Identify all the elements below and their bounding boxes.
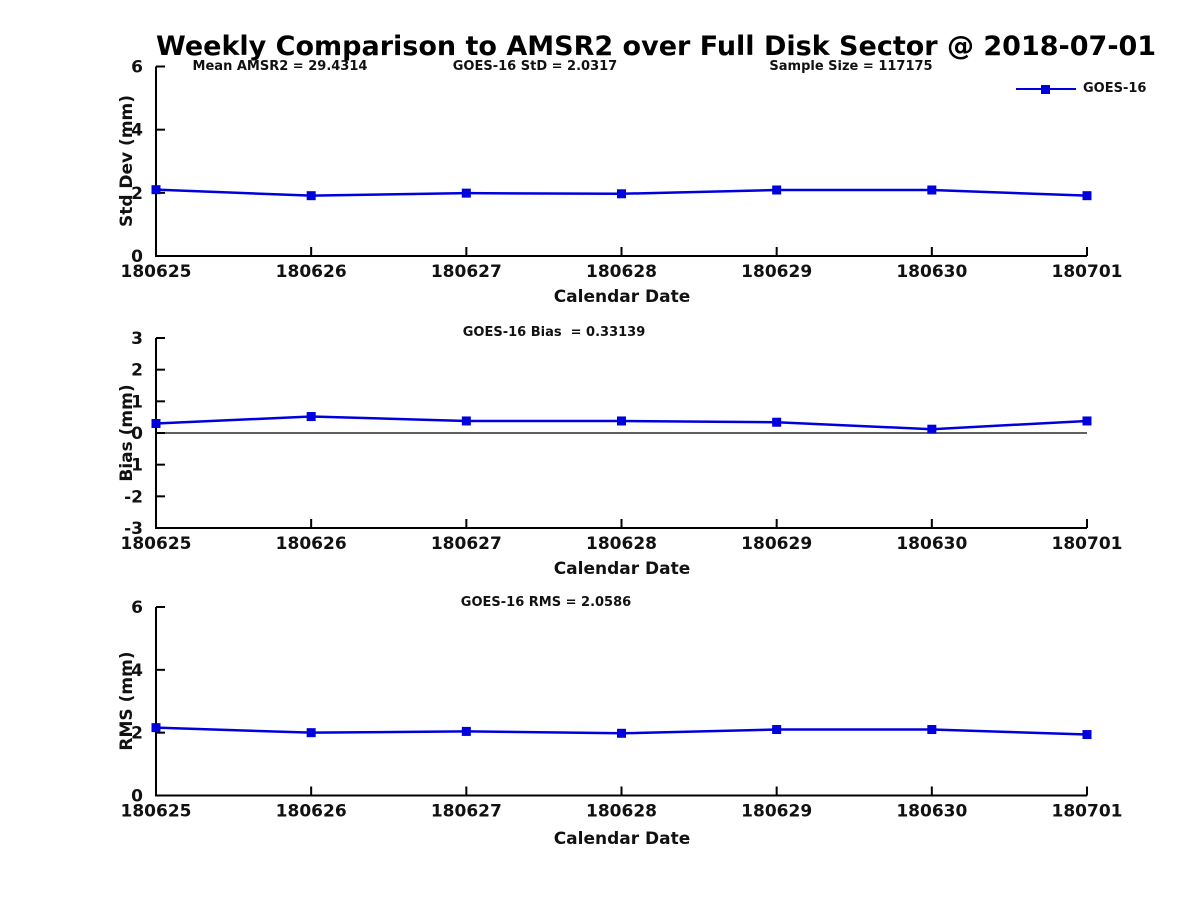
- tick-label: 0: [131, 424, 143, 444]
- tick-label: 180626: [276, 534, 347, 554]
- data-point-marker: [461, 416, 471, 426]
- rms-x-axis-label: Calendar Date: [553, 829, 691, 849]
- tick-label: 2: [131, 724, 143, 744]
- tick-label: 4: [131, 661, 143, 681]
- tick-label: 180628: [586, 534, 657, 554]
- tick-label: 180625: [121, 802, 192, 822]
- annotation-sample-size: Sample Size = 117175: [769, 59, 933, 74]
- tick-label: -2: [124, 487, 143, 507]
- tick-label: -1: [124, 456, 143, 476]
- data-point-marker: [151, 723, 161, 733]
- tick-label: 180627: [431, 802, 502, 822]
- tick-label: 2: [131, 361, 143, 381]
- data-point-marker: [151, 185, 161, 195]
- data-point-marker: [772, 185, 782, 195]
- rms-subplot-title: GOES-16 RMS = 2.0586: [460, 595, 632, 610]
- tick-label: 1: [131, 392, 143, 412]
- annotation-mean-amsr2: Mean AMSR2 = 29.4314: [192, 59, 368, 74]
- tick-label: 180627: [431, 262, 502, 282]
- tick-label: 180629: [741, 534, 812, 554]
- data-point-marker: [461, 726, 471, 736]
- data-point-marker: [617, 189, 626, 199]
- tick-label: 180625: [121, 534, 192, 554]
- tick-label: 180628: [586, 802, 657, 822]
- data-point-marker: [772, 417, 782, 427]
- tick-label: 180630: [896, 534, 967, 554]
- bias-x-axis-label: Calendar Date: [553, 559, 691, 579]
- stddev-y-axis-label: Std Dev (mm): [117, 94, 137, 228]
- data-point-marker: [461, 188, 471, 198]
- data-point-marker: [306, 191, 316, 201]
- legend: GOES-16: [1014, 80, 1194, 100]
- data-point-marker: [617, 416, 626, 426]
- data-point-marker: [306, 412, 316, 422]
- tick-label: 180628: [586, 262, 657, 282]
- tick-label: 6: [131, 58, 143, 78]
- tick-label: 180701: [1052, 802, 1123, 822]
- data-point-marker: [617, 728, 626, 738]
- tick-label: 3: [131, 329, 143, 349]
- tick-label: 180630: [896, 262, 967, 282]
- stddev-x-axis-label: Calendar Date: [553, 287, 691, 307]
- data-point-marker: [1082, 416, 1092, 426]
- tick-label: 180626: [276, 802, 347, 822]
- bias-subplot-title: GOES-16 Bias = 0.33139: [462, 325, 646, 340]
- annotation-goes16-std: GOES-16 StD = 2.0317: [452, 59, 618, 74]
- rms-y-axis-label: RMS (mm): [117, 651, 137, 751]
- data-point-marker: [1082, 730, 1092, 740]
- data-point-marker: [927, 725, 937, 735]
- bias-y-axis-label: Bias (mm): [117, 384, 137, 482]
- tick-label: 4: [131, 121, 143, 141]
- chart-title: Weekly Comparison to AMSR2 over Full Dis…: [156, 31, 1157, 62]
- data-point-marker: [927, 185, 937, 195]
- tick-label: 0: [131, 787, 143, 807]
- tick-label: 180629: [741, 262, 812, 282]
- tick-label: 180625: [121, 262, 192, 282]
- tick-label: 180701: [1052, 534, 1123, 554]
- tick-label: 180701: [1052, 262, 1123, 282]
- legend-square-marker-icon: [1041, 84, 1050, 94]
- data-point-marker: [927, 424, 937, 434]
- tick-label: 180626: [276, 262, 347, 282]
- legend-label: GOES-16: [1083, 81, 1147, 96]
- tick-label: 2: [131, 184, 143, 204]
- data-point-marker: [1082, 191, 1092, 201]
- data-point-marker: [306, 728, 316, 738]
- tick-label: 180627: [431, 534, 502, 554]
- tick-label: 180630: [896, 802, 967, 822]
- data-point-marker: [151, 419, 161, 428]
- tick-label: 6: [131, 598, 143, 618]
- tick-label: 0: [131, 247, 143, 267]
- data-point-marker: [772, 725, 782, 735]
- tick-label: 180629: [741, 802, 812, 822]
- tick-label: -3: [124, 519, 143, 539]
